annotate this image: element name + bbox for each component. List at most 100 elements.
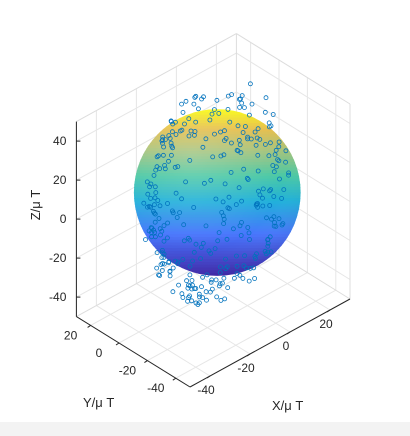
grid-line	[136, 283, 251, 355]
data-point	[179, 127, 185, 133]
data-point	[185, 298, 191, 304]
data-point	[271, 194, 277, 199]
data-point	[239, 93, 245, 98]
data-point	[277, 176, 282, 182]
data-point	[238, 233, 244, 238]
data-point	[180, 295, 186, 300]
data-point	[153, 167, 159, 173]
y-tick-label: 20	[64, 328, 78, 342]
data-point	[254, 201, 260, 207]
sphere-shading	[133, 109, 301, 276]
data-point	[181, 222, 187, 228]
data-point	[168, 152, 174, 158]
data-point	[159, 255, 165, 261]
data-point	[209, 277, 215, 283]
data-point	[260, 195, 265, 201]
data-point	[191, 205, 197, 210]
data-point	[182, 121, 187, 127]
grid-line	[96, 305, 211, 377]
grid-line	[147, 272, 308, 362]
data-point	[240, 275, 246, 281]
data-point	[267, 188, 273, 194]
x-tick	[246, 353, 251, 357]
data-point	[206, 248, 212, 254]
data-point	[162, 162, 168, 168]
data-point	[210, 154, 216, 160]
data-point	[204, 272, 210, 278]
z-axis-label: Z/μ T	[28, 190, 43, 221]
data-point	[228, 169, 234, 175]
data-point	[144, 179, 150, 185]
data-point	[152, 184, 158, 190]
data-point	[160, 134, 166, 140]
data-point	[198, 244, 204, 250]
data-point	[173, 132, 179, 137]
data-point	[204, 297, 209, 303]
data-point	[198, 256, 204, 262]
data-point	[225, 107, 231, 112]
data-point	[159, 268, 165, 273]
data-point	[159, 247, 165, 253]
data-point	[263, 95, 269, 101]
data-point	[246, 278, 252, 284]
data-point	[203, 223, 209, 229]
data-point	[161, 251, 167, 257]
data-point	[257, 136, 263, 142]
data-point	[167, 135, 173, 141]
data-point	[233, 253, 239, 259]
data-point	[276, 139, 282, 145]
data-point	[157, 203, 163, 209]
data-point	[246, 112, 252, 118]
y-tick-label: 0	[96, 346, 103, 360]
figure-bottom-strip	[0, 422, 410, 436]
data-point	[283, 148, 289, 154]
data-point	[162, 166, 168, 172]
data-point	[200, 240, 206, 246]
x-axis-line	[189, 298, 351, 388]
data-point	[160, 137, 166, 143]
data-point	[223, 136, 229, 141]
data-point	[213, 277, 219, 283]
data-point	[193, 119, 199, 125]
grid-line	[236, 52, 351, 124]
box-edge	[236, 33, 351, 105]
data-point	[157, 166, 163, 172]
data-point	[149, 225, 155, 231]
data-point	[262, 141, 268, 147]
data-point	[270, 163, 276, 168]
data-point	[214, 97, 220, 103]
data-point	[235, 123, 241, 129]
x-tick-label: -40	[197, 383, 215, 397]
data-point	[225, 93, 231, 99]
data-point	[195, 106, 201, 112]
data-point	[245, 177, 251, 182]
data-point	[246, 230, 252, 236]
data-point	[208, 279, 214, 285]
data-point	[170, 210, 176, 216]
data-point	[207, 117, 213, 123]
data-point	[187, 272, 193, 278]
data-point	[279, 195, 285, 201]
data-point	[214, 294, 220, 300]
data-point	[170, 289, 176, 295]
box-edge	[76, 33, 237, 123]
data-point	[209, 286, 215, 292]
data-point	[187, 293, 193, 299]
data-point	[245, 225, 251, 230]
data-point	[161, 261, 167, 267]
data-point	[211, 107, 217, 112]
data-point	[270, 112, 276, 117]
data-point	[241, 105, 247, 110]
data-point	[275, 157, 281, 163]
data-point	[145, 204, 150, 210]
data-point	[237, 105, 243, 110]
data-point	[224, 236, 230, 242]
data-point	[151, 172, 157, 178]
data-point	[286, 172, 292, 178]
data-point	[240, 130, 246, 135]
data-point	[155, 198, 161, 203]
x-tick	[206, 375, 211, 379]
data-point	[253, 255, 258, 261]
data-point	[193, 93, 199, 99]
data-point	[225, 205, 231, 211]
